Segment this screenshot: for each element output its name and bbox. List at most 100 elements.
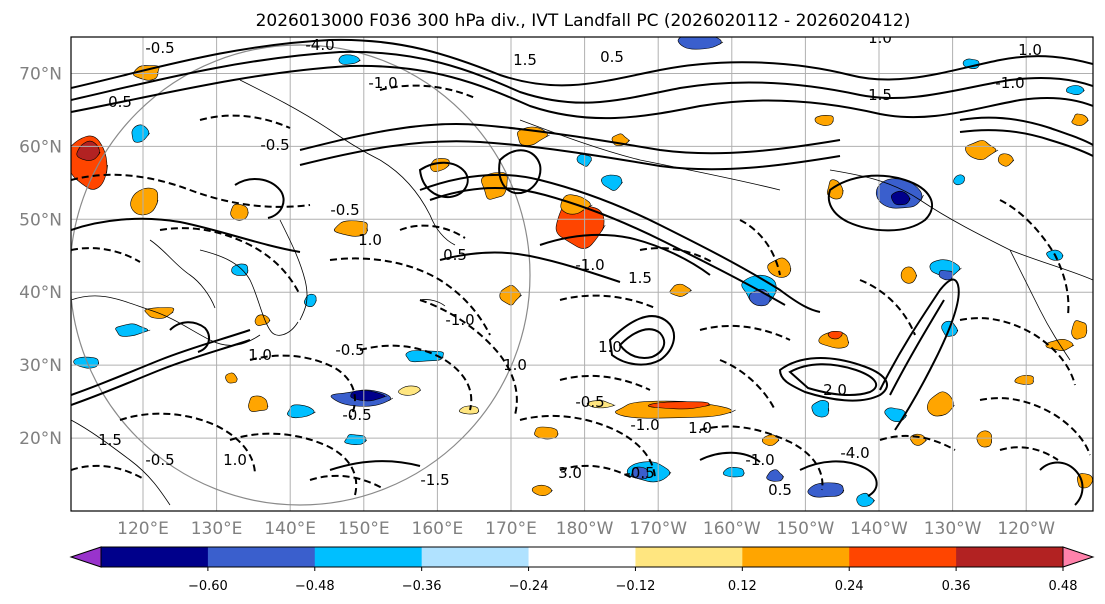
contour-solid	[419, 173, 821, 313]
divergence-patch	[1071, 320, 1088, 340]
contour-label: 3.0	[558, 464, 582, 482]
divergence-patch	[811, 400, 830, 418]
contour-solid	[498, 149, 542, 195]
chart-title: 2026013000 F036 300 hPa div., IVT Landfa…	[256, 11, 911, 31]
contour-label: 0.5	[768, 481, 792, 499]
colorbar: −0.60 −0.48 −0.36 −0.24 −0.12 0.12 0.24 0.36 0.4…	[69, 546, 1095, 594]
lon-tick-label: 180°W	[556, 519, 614, 539]
contour-label: 0.5	[443, 246, 467, 264]
divergence-patch	[398, 385, 421, 396]
divergence-patch	[953, 174, 965, 186]
contour-dashed	[379, 84, 476, 99]
lon-tick-label: 170°W	[629, 519, 687, 539]
divergence-patch	[333, 220, 368, 237]
divergence-patch	[534, 426, 559, 440]
contour-label: -1.0	[995, 74, 1024, 92]
colorbar-segment	[742, 547, 850, 567]
lat-tick-label: 30°N	[19, 356, 62, 376]
contour-dashed	[71, 173, 311, 208]
contour-label: 1.0	[358, 231, 382, 249]
divergence-patch	[890, 190, 911, 206]
divergence-patch	[130, 187, 159, 216]
divergence-patch	[827, 330, 843, 340]
divergence-patch	[938, 270, 953, 281]
contour-solid	[329, 460, 421, 471]
divergence-patch	[766, 469, 784, 482]
divergence-patch	[586, 400, 616, 409]
lon-tick-label: 160°W	[703, 519, 761, 539]
colorbar-tick-label: −0.36	[402, 579, 442, 594]
divergence-patch	[405, 350, 444, 363]
contour-dashed	[559, 294, 656, 309]
contour-label: 1.0	[688, 419, 712, 437]
colorbar-tick-label: −0.60	[188, 579, 228, 594]
contour-labels: -0.5 -4.0 1.0 0.5 1.5 -1.0 0.5 -1.0 1.0 -0.5 1.5 -1…	[98, 37, 1042, 499]
contour-solid	[418, 161, 469, 199]
colorbar-tick-label: 0.48	[1049, 579, 1078, 594]
divergence-patch	[115, 323, 151, 337]
coastline	[71, 419, 171, 506]
contour-solid	[299, 140, 841, 171]
lon-tick-label: 150°E	[338, 519, 390, 539]
lat-tick-label: 50°N	[19, 210, 62, 230]
divergence-patch	[1071, 113, 1089, 126]
contour-solid	[71, 329, 251, 396]
divergence-patch	[287, 404, 316, 419]
divergence-patch	[669, 283, 692, 297]
coastline	[239, 79, 381, 161]
contour-label: 1.0	[248, 346, 272, 364]
coastline	[149, 239, 216, 309]
contour-dashed	[999, 446, 1059, 461]
colorbar-under-triangle	[69, 546, 102, 568]
lat-tick-label: 40°N	[19, 283, 62, 303]
divergence-patch	[767, 257, 792, 278]
divergence-patch	[338, 54, 361, 65]
colorbar-segment	[635, 547, 743, 567]
colorbar-tick-label: 0.24	[835, 579, 864, 594]
contour-label: -1.0	[575, 256, 604, 274]
contour-dashed	[419, 299, 518, 416]
contour-solid	[608, 315, 675, 366]
lat-tick-label: 20°N	[19, 429, 62, 449]
contour-solid	[169, 321, 211, 353]
contour-solid	[234, 178, 285, 219]
colorbar-outline	[100, 546, 1064, 568]
contour-label: -0.5	[575, 393, 604, 411]
divergence-patch	[900, 266, 917, 284]
lon-tick-label: 130°W	[924, 519, 982, 539]
divergence-patch	[350, 390, 387, 402]
colorbar-tick-label: −0.24	[509, 579, 549, 594]
colorbar-segment	[314, 547, 423, 567]
divergence-patch	[647, 401, 711, 410]
contour-dashed	[229, 432, 358, 496]
contour-dashed	[199, 114, 291, 129]
contour-label: -0.5	[145, 39, 174, 57]
colorbar-tick-label: −0.12	[616, 579, 656, 594]
contour-solid	[879, 278, 960, 431]
contour-label: -0.5	[335, 341, 364, 359]
contour-dashed	[699, 324, 791, 341]
contour-label: 1.0	[503, 356, 527, 374]
contour-solid	[429, 186, 786, 306]
divergence-patch	[722, 466, 745, 478]
contour-solid	[539, 233, 711, 276]
contour-solid	[439, 251, 621, 283]
divergence-patch	[531, 484, 553, 496]
contour-solid	[827, 174, 934, 232]
lon-tick-label: 130°E	[191, 519, 243, 539]
contour-solid	[299, 123, 841, 155]
lat-tick-label: 60°N	[19, 137, 62, 157]
contour-dashed	[119, 412, 256, 476]
contour-dashed	[559, 464, 633, 479]
contour-solid	[71, 217, 301, 253]
contour-label: 1.5	[628, 269, 652, 287]
divergence-patch	[248, 395, 269, 412]
colorbar-over-triangle	[1062, 546, 1095, 568]
contour-label: -1.0	[445, 311, 474, 329]
map-panel: -0.5 -4.0 1.0 0.5 1.5 -1.0 0.5 -1.0 1.0 -0.5 1.5 -1…	[70, 36, 1094, 512]
divergence-patch	[631, 466, 649, 480]
contour-dashed	[999, 199, 1070, 316]
contour-solid	[889, 299, 945, 396]
contour-dashed	[329, 257, 491, 336]
contour-solid	[699, 451, 761, 463]
